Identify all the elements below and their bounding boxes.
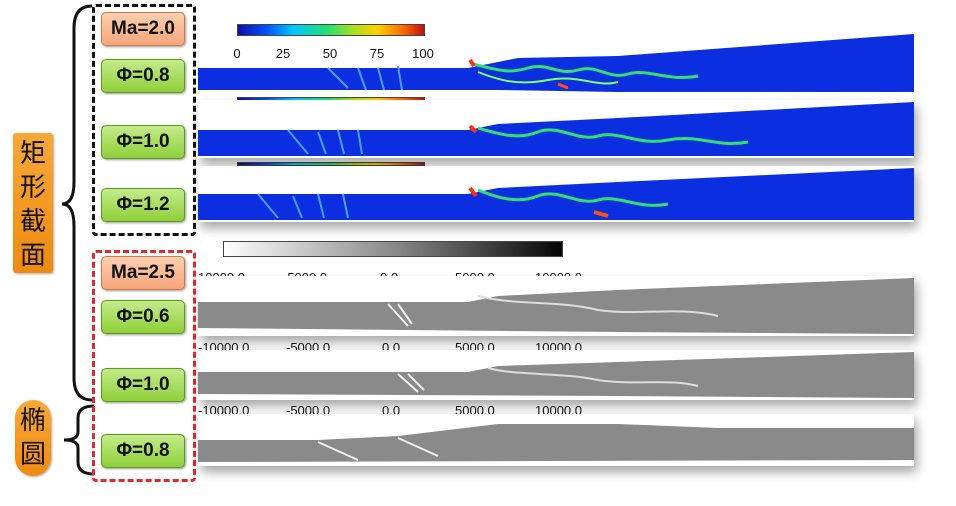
tick: 50 — [322, 46, 338, 61]
elliptical-brace — [63, 404, 95, 476]
color-scale-ticks: 0 25 50 75 100 — [233, 46, 433, 62]
phi-1-0-tag: Φ=1.0 — [101, 125, 185, 159]
color-scale-bar — [237, 24, 425, 36]
ma-2-5-tag: Ma=2.5 — [101, 256, 185, 290]
flow-field-ma20-phi08 — [198, 34, 914, 92]
phi-0-8-tag-2: Φ=0.8 — [101, 434, 185, 468]
ma-2-0-tag: Ma=2.0 — [101, 12, 185, 46]
ma25-group-box — [92, 250, 196, 482]
phi-0-6-tag: Φ=0.6 — [101, 300, 185, 334]
tick: 100 — [412, 46, 434, 61]
schlieren-elliptical-phi08 — [198, 414, 914, 466]
phi-1-0-tag-2: Φ=1.0 — [101, 368, 185, 402]
phi-0-8-tag: Φ=0.8 — [101, 59, 185, 93]
tick: 0 — [233, 46, 241, 61]
tick: 75 — [369, 46, 385, 61]
tick: 25 — [275, 46, 291, 61]
phi-1-2-tag: Φ=1.2 — [101, 188, 185, 222]
elliptical-section-label: 椭圆 — [15, 400, 51, 476]
flow-field-ma20-phi10 — [198, 100, 914, 158]
schlieren-ma25-phi10 — [198, 350, 914, 400]
ma20-group-box — [92, 4, 196, 236]
schlieren-ma25-phi06 — [198, 276, 914, 336]
rectangular-section-label: 矩形截面 — [13, 133, 53, 273]
color-scale-bar-3 — [237, 162, 425, 166]
rectangular-brace — [61, 4, 93, 402]
flow-field-ma20-phi12 — [198, 166, 914, 222]
grey-scale-bar — [223, 241, 563, 257]
